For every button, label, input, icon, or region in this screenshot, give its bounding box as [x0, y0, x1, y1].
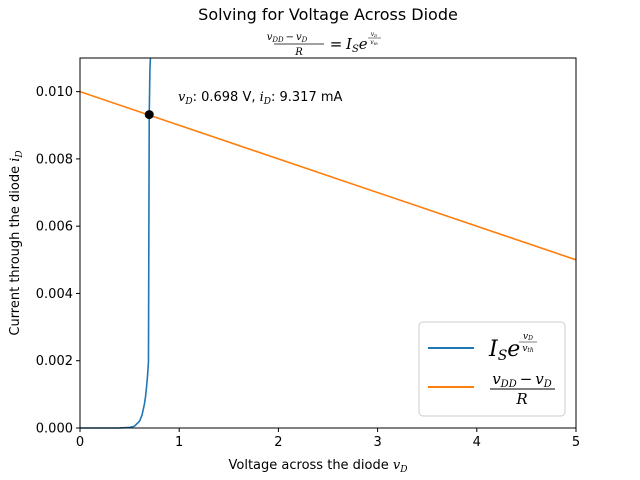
y-tick-label: 0.010 — [36, 85, 73, 100]
annotation-v-text: : 0.698 V, — [193, 90, 260, 105]
y-axis-label-sub: D — [15, 150, 25, 158]
legend-diode-e: e — [507, 337, 520, 362]
x-tick-label: 0 — [76, 435, 84, 450]
svg-text:vDD−vD: vDD − vD — [267, 32, 308, 44]
chart-title: Solving for Voltage Across Diode — [198, 5, 458, 24]
svg-text:vth: vth — [370, 39, 378, 46]
x-tick-label: 3 — [373, 435, 381, 450]
svg-text:ISe: ISe — [345, 35, 368, 55]
x-axis-ticks: 0 1 2 3 4 5 — [76, 428, 580, 450]
legend: ISe vD vth vDD − vD R — [419, 322, 565, 416]
y-tick-label: 0.004 — [36, 287, 73, 302]
legend-diode-exp-num-sub: D — [527, 335, 533, 342]
y-tick-label: 0.002 — [36, 354, 73, 369]
x-tick-label: 5 — [572, 435, 580, 450]
legend-resistor-num-b-sub: D — [543, 379, 552, 390]
x-axis-label-text: Voltage across the diode — [229, 458, 389, 473]
y-tick-label: 0.008 — [36, 152, 73, 167]
legend-resistor-minus: − — [520, 370, 533, 388]
subtitle-den: R — [294, 47, 303, 58]
svg-text:vD: vD — [371, 31, 378, 38]
subtitle-exp-num-sub: D — [373, 33, 378, 38]
annotation-i-text: : 9.317 mA — [271, 90, 343, 105]
y-tick-label: 0.006 — [36, 220, 73, 235]
y-axis-label-text: Current through the diode — [8, 166, 23, 336]
intersection-annotation: vD: 0.698 V, iD: 9.317 mA — [178, 90, 343, 107]
x-tick-label: 2 — [274, 435, 282, 450]
legend-resistor-num-a-sub: DD — [500, 379, 517, 390]
x-tick-label: 1 — [175, 435, 183, 450]
subtitle-num-a-sub: DD — [271, 36, 284, 44]
y-axis-label: Current through the diode iD — [8, 150, 25, 335]
annotation-v-sub: D — [184, 97, 192, 107]
legend-diode-base-sub: S — [498, 348, 508, 364]
subtitle-exp-den-sub: th — [374, 41, 379, 46]
x-axis-label: Voltage across the diode vD — [229, 458, 408, 475]
subtitle-rhs-e: e — [359, 35, 368, 53]
subtitle-equals: = — [330, 35, 343, 53]
annotation-i-sub: D — [263, 97, 271, 107]
legend-resistor-den: R — [515, 390, 527, 408]
intersection-point — [145, 110, 154, 119]
x-axis-label-sub: D — [399, 465, 407, 475]
y-tick-label: 0.000 — [36, 422, 73, 437]
y-axis-ticks: 0.000 0.002 0.004 0.006 0.008 0.010 — [36, 85, 80, 436]
legend-diode-exp-den-sub: th — [527, 347, 533, 354]
subtitle-minus: − — [286, 32, 294, 43]
chart-subtitle-equation: vDD − vD R = ISe vD vth — [267, 31, 381, 58]
x-tick-label: 4 — [473, 435, 481, 450]
subtitle-num-b-sub: D — [301, 36, 308, 44]
